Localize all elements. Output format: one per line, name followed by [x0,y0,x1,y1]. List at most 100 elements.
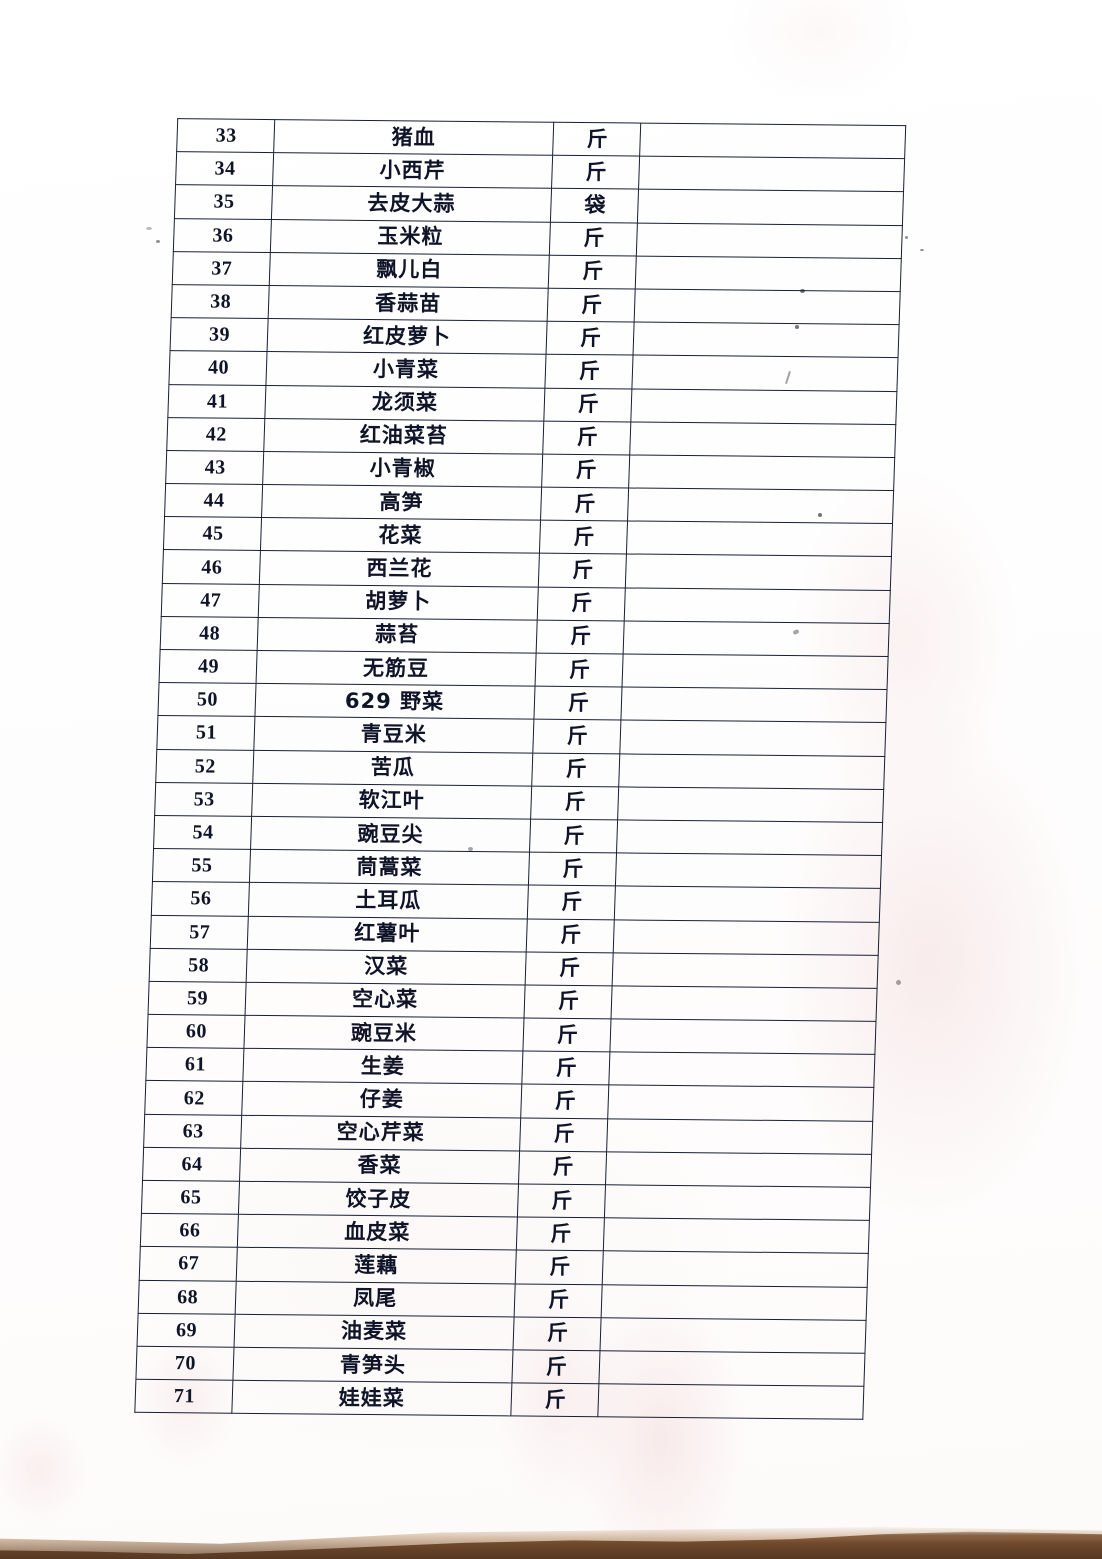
row-number-cell: 56 [151,881,250,916]
item-name-cell-text: 西兰花 [366,556,433,581]
row-number-cell-text: 41 [206,390,228,413]
quantity-cell[interactable] [597,1383,864,1420]
item-name-cell: 胡萝卜 [258,584,539,620]
item-name-cell: 小青菜 [265,351,547,388]
quantity-cell[interactable] [626,521,893,557]
dust-speck [905,236,908,239]
unit-cell: 袋 [550,188,639,223]
unit-cell: 斤 [528,852,617,887]
quantity-cell[interactable] [619,720,886,757]
quantity-cell[interactable] [620,687,888,723]
quantity-cell[interactable] [628,454,895,491]
quantity-cell[interactable] [629,421,896,458]
item-name-cell-text: 凤尾 [353,1286,398,1311]
quantity-cell[interactable] [604,1184,871,1221]
quantity-cell[interactable] [618,753,885,790]
item-name-cell-text: 红薯叶 [354,920,421,946]
quantity-cell[interactable] [603,1217,870,1254]
row-number-cell: 38 [171,284,270,319]
unit-cell-text: 斤 [558,956,580,981]
quantity-cell[interactable] [638,156,905,192]
unit-cell: 斤 [546,321,635,356]
unit-cell: 斤 [538,553,627,588]
row-number-cell: 64 [142,1147,241,1182]
quantity-cell[interactable] [606,1118,873,1155]
quantity-cell[interactable] [613,919,880,956]
unit-cell-text: 斤 [571,557,593,583]
quantity-cell[interactable] [607,1085,874,1121]
item-name-cell-text: 红皮萝卜 [362,323,452,349]
quantity-cell[interactable] [598,1350,865,1387]
unit-cell-text: 斤 [564,790,586,815]
quantity-cell[interactable] [612,952,879,989]
unit-cell-text: 斤 [586,126,608,151]
quantity-cell[interactable] [617,786,884,823]
row-number-cell: 61 [145,1047,244,1082]
row-number-cell-text: 33 [215,124,237,147]
quantity-cell[interactable] [636,222,903,259]
unit-cell: 斤 [541,454,630,489]
unit-cell-text: 斤 [572,524,595,550]
row-number-cell-text: 67 [177,1252,199,1275]
row-number-cell-text: 39 [208,323,230,346]
unit-cell: 斤 [527,885,616,920]
dust-speck [146,227,152,230]
quantity-cell[interactable] [631,355,899,392]
quantity-cell[interactable] [614,886,881,922]
quantity-cell[interactable] [602,1251,869,1287]
item-name-cell: 蒜苔 [257,617,538,654]
quantity-cell[interactable] [634,288,901,325]
item-name-cell: 青豆米 [253,716,534,753]
row-number-cell: 35 [174,185,273,220]
unit-cell: 斤 [542,420,631,455]
item-name-cell-text: 青笋头 [339,1352,407,1377]
item-name-cell-text: 飘儿白 [376,257,443,283]
row-number-cell: 69 [137,1313,236,1348]
quantity-cell[interactable] [625,554,892,591]
row-number-cell-text: 55 [190,854,213,877]
item-name-cell-text: 去皮大蒜 [367,190,456,216]
quantity-cell[interactable] [616,819,883,856]
quantity-cell[interactable] [615,853,882,889]
item-name-cell: 豌豆尖 [250,816,531,853]
quantity-cell[interactable] [627,488,894,524]
dust-speck [920,249,924,251]
quantity-cell[interactable] [608,1052,875,1088]
quantity-cell[interactable] [611,985,878,1022]
quantity-cell[interactable] [623,620,890,657]
row-number-cell-text: 43 [204,456,226,479]
quantity-cell[interactable] [609,1018,876,1055]
quantity-cell[interactable] [635,255,902,292]
quantity-cell[interactable] [630,388,897,425]
item-name-cell: 红油菜苔 [263,418,544,455]
quantity-cell[interactable] [637,189,904,226]
unit-cell: 斤 [510,1383,599,1418]
item-name-cell-text: 小青菜 [372,356,440,382]
unit-cell-text: 斤 [565,757,587,782]
row-number-cell-text: 49 [197,655,219,678]
row-number-cell: 34 [175,151,274,186]
unit-cell: 斤 [552,122,641,157]
item-name-cell: 生姜 [242,1048,523,1085]
quantity-cell[interactable] [600,1317,867,1354]
quantity-cell[interactable] [624,587,891,624]
row-number-cell-text: 61 [184,1053,206,1076]
quantity-cell[interactable] [622,653,889,690]
unit-cell-text: 斤 [550,1188,573,1213]
row-number-cell: 55 [152,848,251,883]
quantity-cell[interactable] [605,1151,872,1188]
unit-cell: 斤 [519,1117,608,1152]
unit-cell: 斤 [514,1283,603,1318]
item-name-cell-text: 花菜 [378,522,423,548]
row-number-cell-text: 48 [198,622,220,645]
unit-cell: 斤 [551,155,640,190]
row-number-cell: 41 [167,384,266,419]
row-number-cell: 36 [173,218,272,253]
item-name-cell-text: 豌豆尖 [357,821,424,847]
quantity-cell[interactable] [633,322,900,358]
unit-cell-text: 斤 [567,690,589,715]
item-name-cell: 猪血 [273,119,554,156]
quantity-cell[interactable] [601,1284,868,1321]
quantity-cell[interactable] [639,123,906,159]
